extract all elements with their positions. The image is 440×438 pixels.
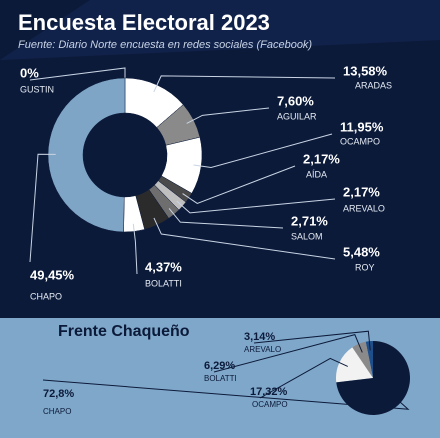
leader-line (132, 223, 138, 275)
category-label: OCAMPO (252, 400, 288, 409)
value-label: 17,32% (250, 386, 288, 398)
category-label: AREVALO (244, 345, 281, 354)
slice (336, 341, 410, 415)
leader-line (153, 217, 336, 260)
background-shape (0, 0, 440, 60)
leader-line (193, 133, 333, 169)
leader-line (42, 379, 410, 410)
value-label: 7,60% (277, 93, 314, 108)
leader-line (213, 334, 363, 373)
category-label: ROY (355, 262, 375, 272)
value-label: 49,45% (30, 267, 75, 282)
category-label: GUSTIN (20, 84, 54, 94)
category-label: BOLATTI (145, 278, 182, 288)
leader-line (186, 107, 270, 124)
slice (352, 341, 373, 378)
value-label: 72,8% (43, 388, 74, 400)
chart-title: Encuesta Electoral 2023 (18, 10, 270, 35)
category-label: CHAPO (30, 291, 62, 301)
panel-title: Frente Chaqueño (58, 323, 190, 340)
value-label: 2,17% (303, 151, 340, 166)
value-label: 4,37% (145, 259, 182, 274)
value-label: 6,29% (204, 360, 235, 372)
value-label: 13,58% (343, 63, 388, 78)
category-label: AREVALO (343, 203, 385, 213)
leader-line (176, 198, 336, 214)
category-label: AGUILAR (277, 111, 317, 121)
value-label: 11,95% (340, 119, 384, 134)
leader-line (29, 153, 56, 263)
value-label: 5,48% (343, 244, 380, 259)
category-label: CHAPO (43, 407, 71, 416)
value-label: 0% (20, 65, 39, 80)
value-label: 2,71% (291, 213, 328, 228)
slice (365, 341, 373, 378)
leader-line (182, 165, 296, 204)
value-label: 2,17% (343, 184, 380, 199)
category-label: AÍDA (306, 169, 327, 179)
leader-line (168, 208, 284, 229)
leader-line (253, 330, 371, 351)
leader-line (153, 75, 336, 93)
category-label: OCAMPO (340, 136, 380, 146)
value-label: 3,14% (244, 331, 275, 343)
category-label: ARADAS (355, 80, 392, 90)
leader-line (259, 357, 348, 399)
slice (335, 347, 373, 383)
category-label: SALOM (291, 231, 323, 241)
slice (47, 77, 126, 233)
category-label: BOLATTI (204, 374, 237, 383)
chart-subtitle: Fuente: Diario Norte encuesta en redes s… (18, 39, 312, 51)
